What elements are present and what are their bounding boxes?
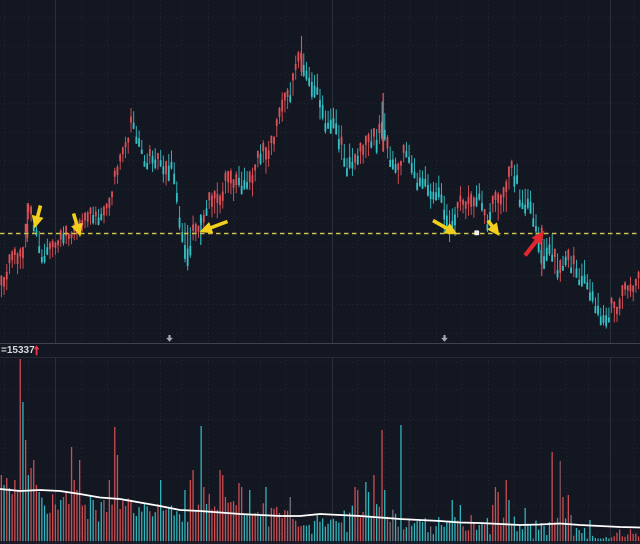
svg-text:=15337: =15337 [1, 345, 35, 356]
